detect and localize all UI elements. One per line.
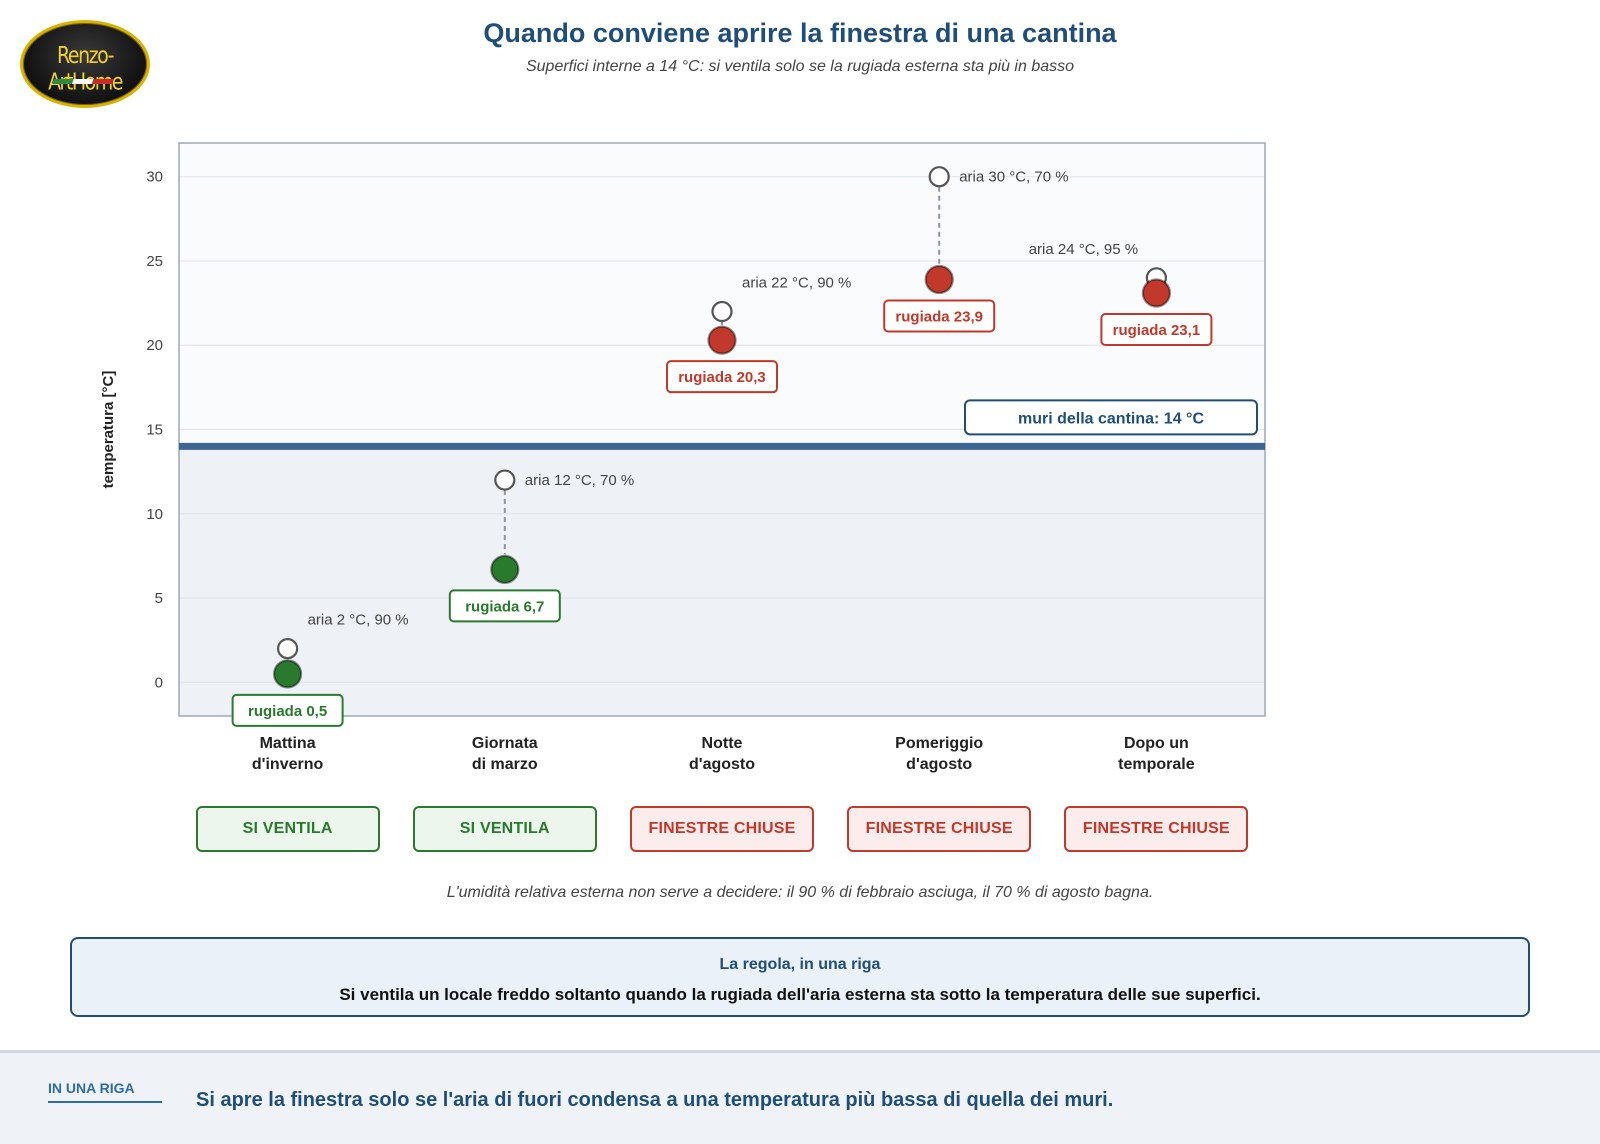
humidity-note: L'umidità relativa esterna non serve a d… — [446, 884, 1154, 901]
dewpoint-label: rugiada 20,3 — [678, 369, 766, 386]
category-label-line2: di marzo — [471, 756, 538, 773]
y-tick-label: 20 — [146, 337, 163, 354]
dewpoint-label-box — [448, 589, 561, 623]
air-point-label: aria 22 °C, 90 % — [742, 275, 851, 292]
dewpoint-point — [1141, 278, 1172, 308]
threshold-label-box — [964, 399, 1258, 436]
air-point-label: aria 24 °C, 95 % — [1029, 241, 1138, 258]
dewpoint-point — [924, 264, 954, 295]
footer-tag: IN UNA RIGA — [48, 1080, 162, 1103]
y-axis-label: temperatura [°C] — [100, 371, 117, 489]
air-point — [494, 469, 516, 491]
category-label: Pomeriggio d'agosto — [859, 733, 1019, 775]
y-tick-label: 25 — [146, 253, 163, 270]
dewpoint-label: rugiada 0,5 — [248, 703, 327, 720]
category-label: Mattina d'inverno — [208, 733, 368, 775]
category-label-line1: Notte — [701, 735, 743, 752]
category-label: Giornata di marzo — [425, 733, 585, 775]
y-tick-label: 0 — [155, 674, 163, 691]
dewpoint-point — [273, 659, 303, 689]
decision-closed-badge: FINESTRE CHIUSE — [630, 806, 814, 852]
category-label-line1: Mattina — [259, 735, 316, 752]
category-label: Notte d'agosto — [642, 733, 802, 775]
air-point-label: aria 12 °C, 70 % — [525, 472, 634, 489]
y-tick-label: 5 — [155, 590, 163, 607]
plot-area-above — [179, 143, 1265, 447]
chart-subtitle: Superfici interne a 14 °C: si ventila so… — [525, 58, 1075, 75]
plot-frame — [178, 142, 1266, 717]
category-label: Dopo un temporale — [1076, 733, 1236, 775]
category-label-line2: d'agosto — [688, 756, 756, 773]
threshold-label: muri della cantina: 14 °C — [1018, 410, 1204, 427]
dewpoint-point — [707, 325, 737, 355]
category-label-line1: Dopo un — [1123, 735, 1189, 752]
brand-logo: Renzo-ArtHome — [20, 20, 150, 108]
air-point — [711, 300, 733, 323]
chart-title: Quando conviene aprire la finestra di un… — [483, 18, 1117, 48]
rule-box: La regola, in una riga Si ventila un loc… — [70, 937, 1530, 1017]
category-label-line1: Giornata — [471, 735, 538, 752]
decision-closed-badge: FINESTRE CHIUSE — [1064, 806, 1249, 852]
dewpoint-label: rugiada 23,9 — [895, 309, 983, 326]
air-point-label: aria 30 °C, 70 % — [959, 169, 1068, 186]
decision-ventilate-badge: SI VENTILA — [412, 806, 597, 852]
dewpoint-point — [490, 554, 520, 584]
dewpoint-label: rugiada 23,1 — [1113, 322, 1201, 339]
decision-ventilate-badge: SI VENTILA — [195, 806, 380, 852]
category-label-line2: d'inverno — [251, 756, 324, 773]
summary-footer: IN UNA RIGA Si apre la finestra solo se … — [0, 1050, 1600, 1144]
dewpoint-label-box — [666, 360, 778, 394]
category-label-line1: Pomeriggio — [895, 735, 984, 752]
air-point-label: aria 2 °C, 90 % — [308, 612, 409, 629]
category-label-line2: temporale — [1118, 756, 1195, 773]
y-tick-label: 15 — [146, 422, 163, 439]
decision-closed-badge: FINESTRE CHIUSE — [847, 806, 1032, 852]
air-point — [928, 166, 950, 188]
dewpoint-label: rugiada 6,7 — [465, 598, 544, 615]
dewpoint-label-box — [231, 693, 344, 727]
dewpoint-label-box — [883, 299, 996, 333]
category-label-line2: d'agosto — [906, 756, 973, 773]
air-point — [277, 637, 299, 660]
plot-area-below — [179, 446, 1265, 716]
rule-heading: La regola, in una riga — [719, 956, 881, 973]
footer-text: Si apre la finestra solo se l'aria di fu… — [196, 1089, 1114, 1111]
rule-text: Si ventila un locale freddo soltanto qua… — [339, 985, 1261, 1004]
y-tick-label: 10 — [146, 506, 163, 523]
dewpoint-label-box — [1100, 312, 1213, 346]
y-tick-label: 30 — [146, 169, 163, 186]
dewpoint-chart: 0 5 10 15 20 25 30 temperatura [°C] muri della c… — [100, 142, 1266, 727]
